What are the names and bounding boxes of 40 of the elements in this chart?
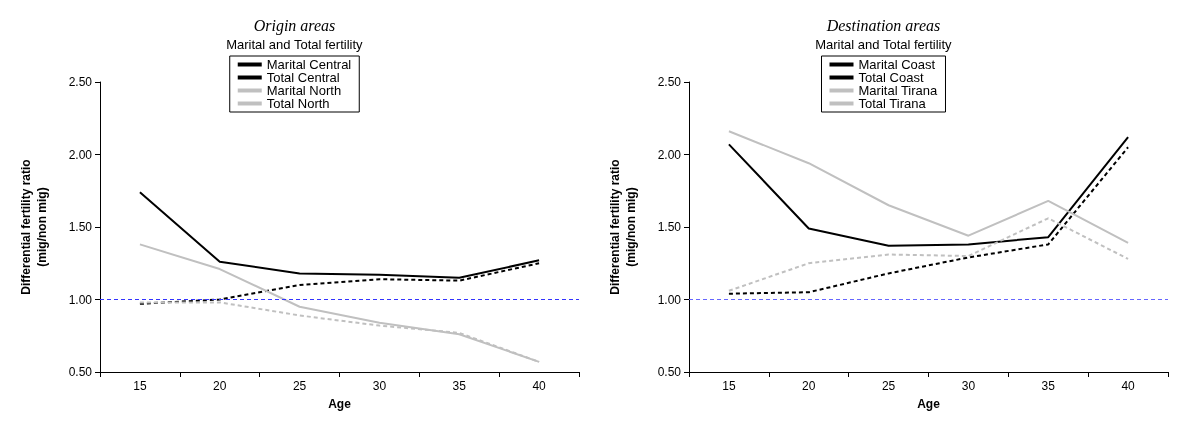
x-tick-label: 40 xyxy=(1121,379,1136,393)
x-tick-label: 25 xyxy=(292,379,307,393)
legend-label: Marital Tirana xyxy=(858,83,939,98)
y-tick-label: 0.50 xyxy=(68,365,93,379)
x-tick-label: 35 xyxy=(1041,379,1056,393)
line-series xyxy=(727,146,1130,295)
x-tick-label: 40 xyxy=(532,379,547,393)
chart-title: Destination areas xyxy=(825,16,941,34)
y-tick-label: 1.50 xyxy=(657,220,682,234)
x-axis-title: Age xyxy=(328,397,352,411)
y-tick-label: 2.50 xyxy=(657,75,682,89)
x-tick-label: 30 xyxy=(961,379,976,393)
x-tick-label: 15 xyxy=(133,379,147,393)
legend-label: Total Coast xyxy=(858,70,924,85)
y-tick-label: 2.00 xyxy=(68,147,93,162)
legend-title: Marital and Total fertility xyxy=(815,37,953,52)
legend-label: Marital Central xyxy=(266,57,352,72)
x-tick-label: 20 xyxy=(213,379,227,393)
x-tick-label: 35 xyxy=(452,379,467,393)
y-tick-label: 1.50 xyxy=(68,220,93,234)
y-axis-title: Differential fertility ratio (mig/non mig) xyxy=(19,159,49,295)
line-series xyxy=(727,217,1130,292)
y-tick-label: 2.00 xyxy=(657,147,682,162)
y-axis-title: Differential fertility ratio (mig/non mig) xyxy=(608,159,638,295)
y-tick-label: 0.50 xyxy=(657,365,682,379)
legend-title: Marital and Total fertility xyxy=(226,37,364,52)
x-tick-label: 15 xyxy=(722,379,736,393)
x-tick-label: 20 xyxy=(802,379,816,393)
legend-label: Total Central xyxy=(266,70,340,85)
legend-label: Marital North xyxy=(266,83,342,98)
legend-label: Total Tirana xyxy=(858,96,927,111)
legend-label: Marital Coast xyxy=(858,57,936,72)
y-tick-label: 2.50 xyxy=(68,75,93,89)
chart-title: Origin areas xyxy=(253,16,336,35)
y-tick-label: 1.00 xyxy=(68,292,93,307)
legend-label: Total North xyxy=(266,96,330,111)
x-axis-title: Age xyxy=(917,397,941,411)
y-tick-label: 1.00 xyxy=(657,292,682,307)
x-tick-label: 25 xyxy=(881,379,896,393)
x-tick-label: 30 xyxy=(372,379,387,393)
